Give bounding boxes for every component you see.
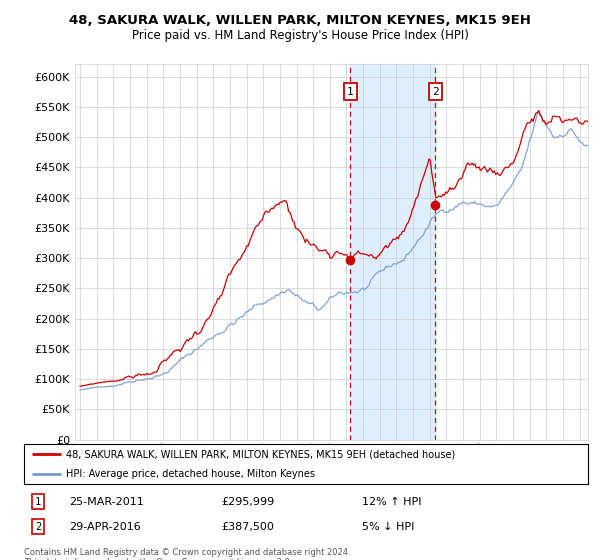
Text: 48, SAKURA WALK, WILLEN PARK, MILTON KEYNES, MK15 9EH (detached house): 48, SAKURA WALK, WILLEN PARK, MILTON KEY… — [66, 449, 455, 459]
Text: Contains HM Land Registry data © Crown copyright and database right 2024.
This d: Contains HM Land Registry data © Crown c… — [24, 548, 350, 560]
Bar — [350, 64, 435, 440]
Text: HPI: Average price, detached house, Milton Keynes: HPI: Average price, detached house, Milt… — [66, 469, 316, 479]
Text: £387,500: £387,500 — [221, 522, 274, 532]
Text: 48, SAKURA WALK, WILLEN PARK, MILTON KEYNES, MK15 9EH: 48, SAKURA WALK, WILLEN PARK, MILTON KEY… — [69, 14, 531, 27]
Text: Price paid vs. HM Land Registry's House Price Index (HPI): Price paid vs. HM Land Registry's House … — [131, 29, 469, 42]
Text: 1: 1 — [35, 497, 41, 506]
Text: £295,999: £295,999 — [221, 497, 275, 506]
Text: 1: 1 — [347, 87, 353, 97]
Text: 12% ↑ HPI: 12% ↑ HPI — [362, 497, 422, 506]
Text: 29-APR-2016: 29-APR-2016 — [69, 522, 141, 532]
Text: 2: 2 — [35, 522, 41, 532]
Text: 5% ↓ HPI: 5% ↓ HPI — [362, 522, 415, 532]
Text: 25-MAR-2011: 25-MAR-2011 — [69, 497, 144, 506]
Text: 2: 2 — [432, 87, 439, 97]
